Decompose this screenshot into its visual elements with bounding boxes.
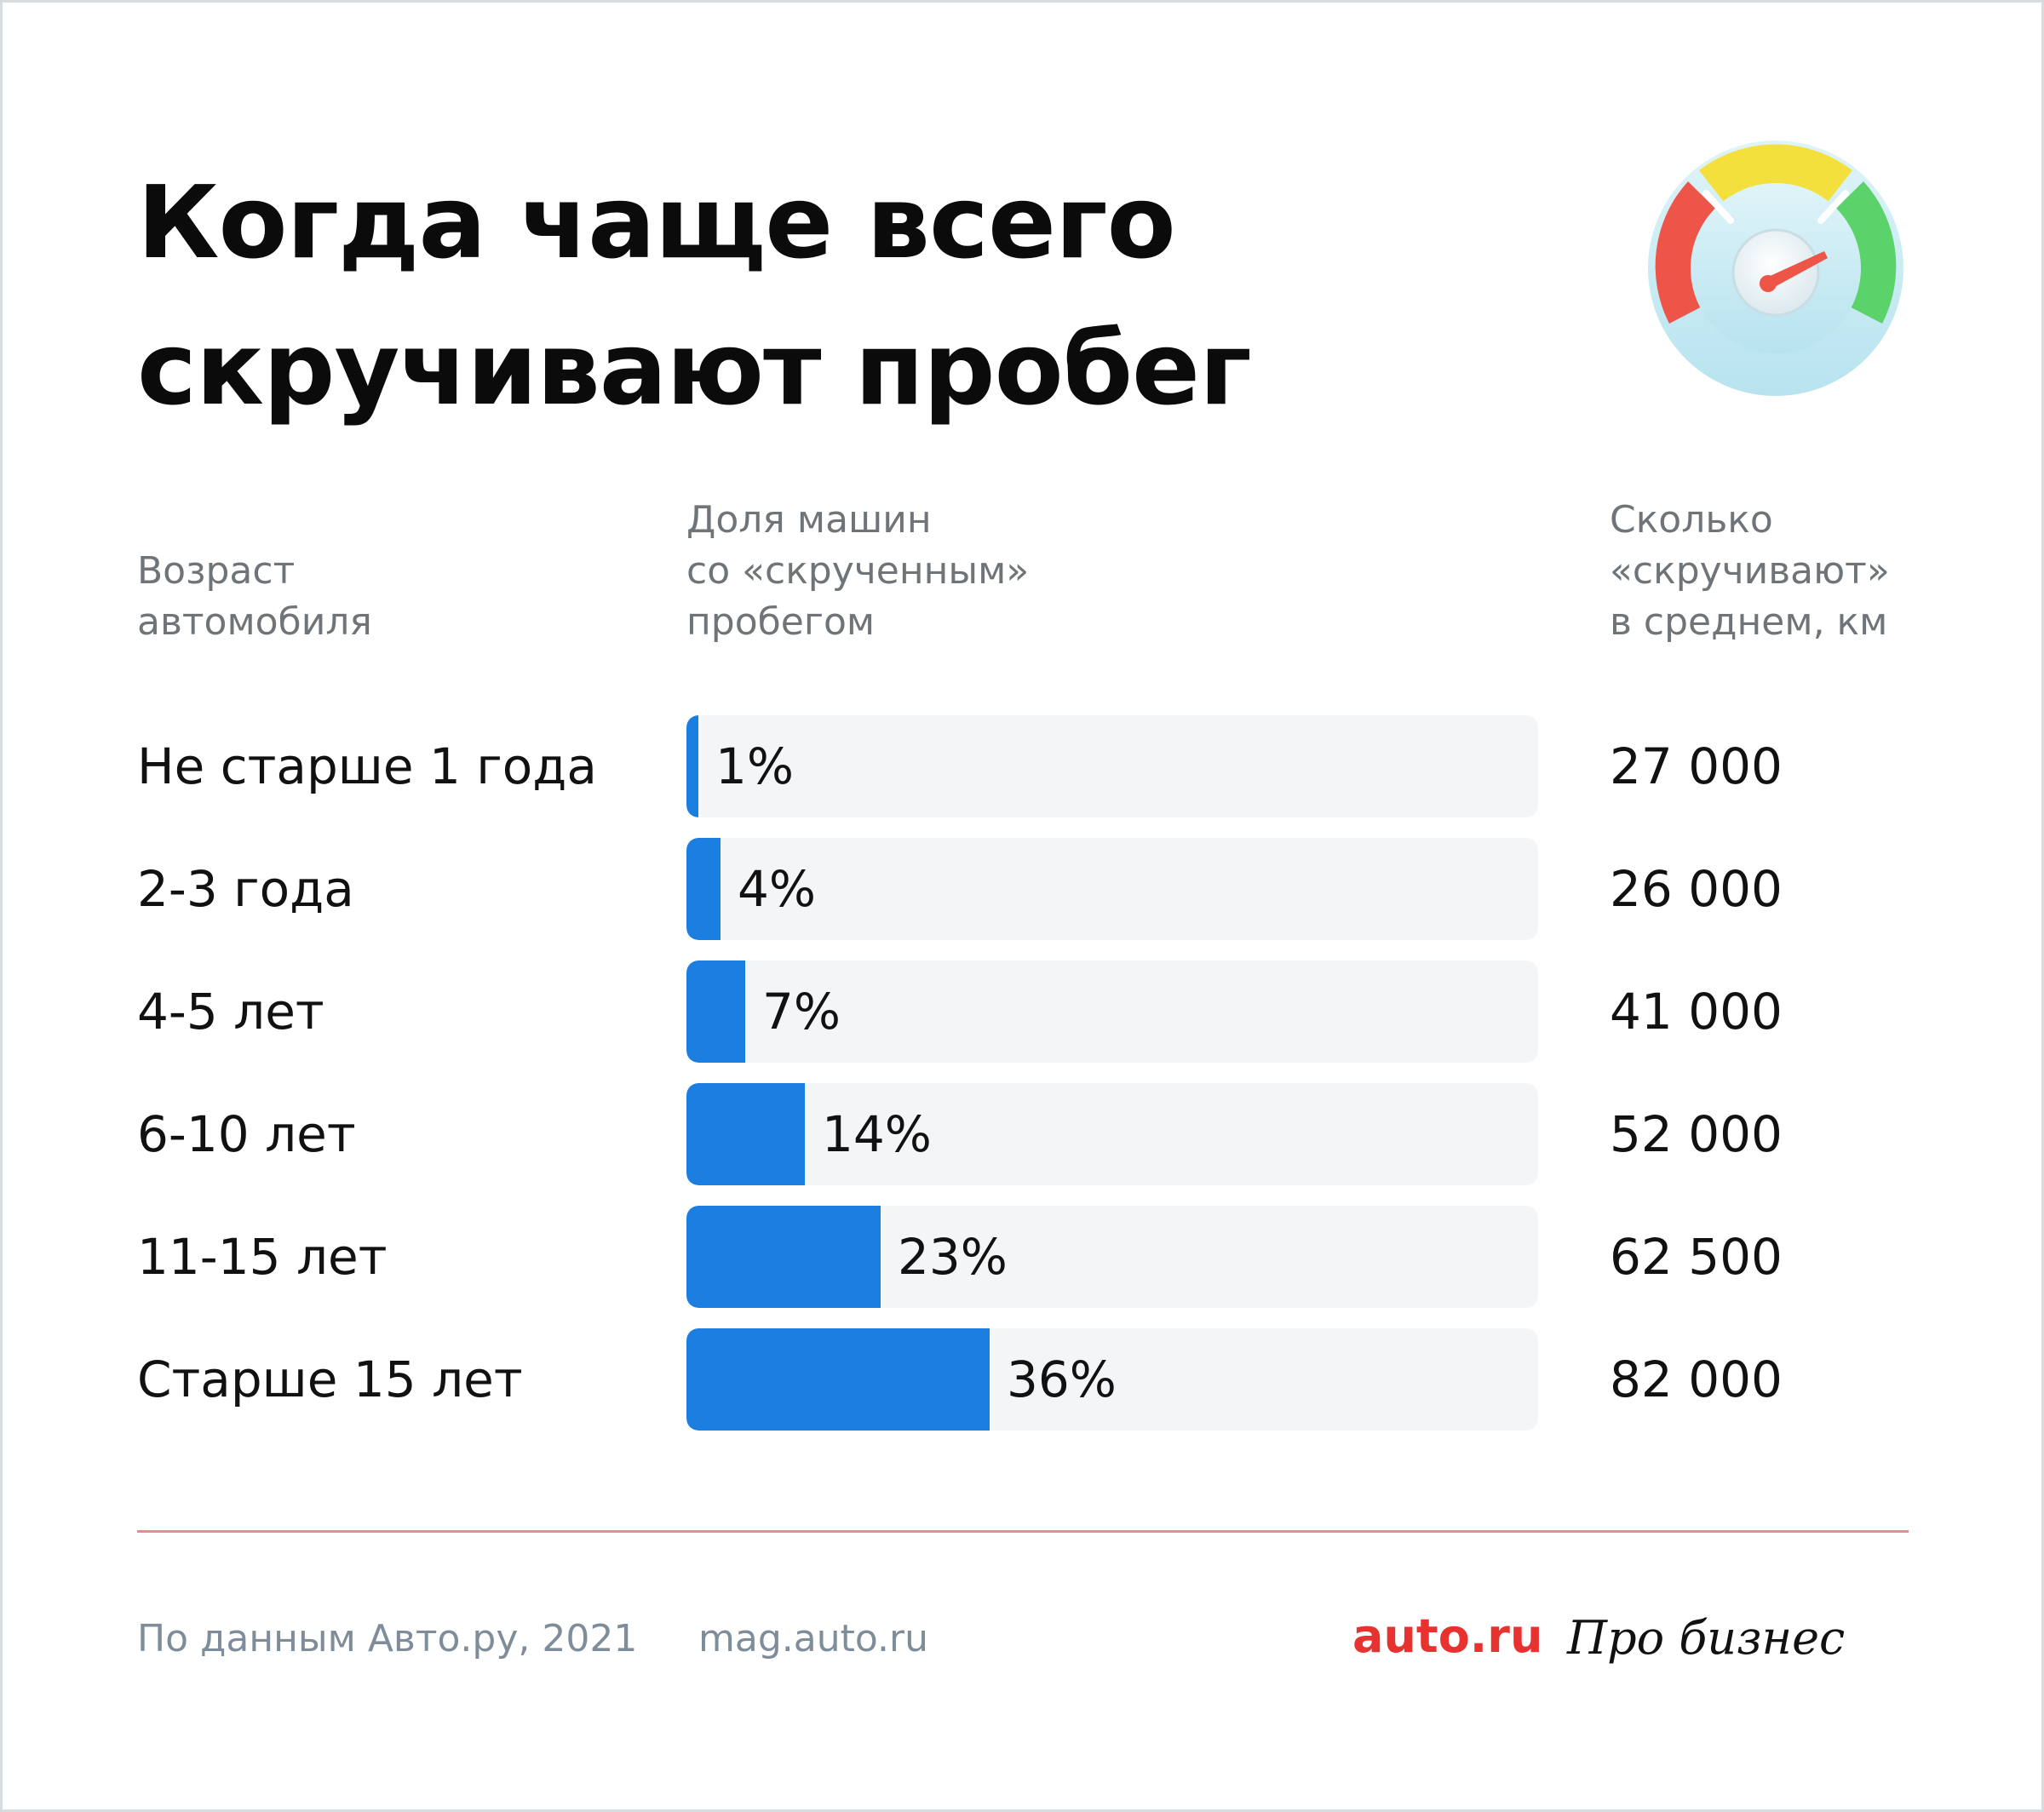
- data-label: 4%: [738, 860, 817, 918]
- pro-biznes-logo: Про бизнес: [1567, 1611, 1846, 1665]
- bar-track: 23%: [686, 1206, 1538, 1308]
- data-label: 23%: [898, 1228, 1008, 1286]
- table-row: 11-15 лет 23% 62 500: [0, 1206, 2044, 1308]
- km-value: 41 000: [1610, 983, 1783, 1041]
- site-url: mag.auto.ru: [698, 1617, 928, 1660]
- data-label: 14%: [822, 1105, 932, 1163]
- category-label: Не старше 1 года: [137, 737, 597, 795]
- bar: [686, 838, 721, 940]
- category-label: Старше 15 лет: [137, 1350, 523, 1408]
- header-share-line: Доля машин: [686, 498, 932, 542]
- category-label: 6-10 лет: [137, 1105, 356, 1163]
- bar-track: 14%: [686, 1083, 1538, 1185]
- bar: [686, 1083, 805, 1185]
- data-label: 36%: [1007, 1350, 1117, 1408]
- table-row: Старше 15 лет 36% 82 000: [0, 1328, 2044, 1431]
- title-line-2: скручивают пробег: [137, 310, 1252, 427]
- category-label: 11-15 лет: [137, 1228, 388, 1286]
- km-value: 82 000: [1610, 1350, 1783, 1408]
- bar-track: 7%: [686, 960, 1538, 1063]
- header-age-line: автомобиля: [137, 600, 372, 644]
- data-label: 7%: [762, 983, 841, 1041]
- title-line-1: Когда чаще всего: [137, 163, 1176, 281]
- page-title: Когда чаще всего скручивают пробег: [137, 149, 1252, 442]
- header-km-line: в среднем, км: [1610, 600, 1888, 644]
- km-value: 62 500: [1610, 1228, 1783, 1286]
- divider: [137, 1530, 1909, 1533]
- auto-ru-logo: auto.ru: [1352, 1609, 1543, 1663]
- header-share-line: пробегом: [686, 600, 876, 644]
- table-row: 6-10 лет 14% 52 000: [0, 1083, 2044, 1185]
- km-value: 27 000: [1610, 737, 1783, 795]
- source-note: По данным Авто.ру, 2021: [137, 1617, 638, 1660]
- bar: [686, 715, 698, 817]
- bar-track: 1%: [686, 715, 1538, 817]
- bar: [686, 960, 745, 1063]
- header-age: Возраст автомобиля: [137, 546, 372, 648]
- data-label: 1%: [715, 737, 795, 795]
- speedometer-icon: [1648, 140, 1903, 396]
- header-age-line: Возраст: [137, 549, 296, 593]
- header-km: Сколько «скручивают» в среднем, км: [1610, 495, 1890, 648]
- header-share: Доля машин со «скрученным» пробегом: [686, 495, 1029, 648]
- table-row: 4-5 лет 7% 41 000: [0, 960, 2044, 1063]
- table-row: Не старше 1 года 1% 27 000: [0, 715, 2044, 817]
- bar: [686, 1206, 881, 1308]
- category-label: 2-3 года: [137, 860, 354, 918]
- category-label: 4-5 лет: [137, 983, 324, 1041]
- bar-track: 4%: [686, 838, 1538, 940]
- header-km-line: «скручивают»: [1610, 549, 1890, 593]
- header-km-line: Сколько: [1610, 498, 1773, 542]
- bar: [686, 1328, 990, 1431]
- table-row: 2-3 года 4% 26 000: [0, 838, 2044, 940]
- bar-track: 36%: [686, 1328, 1538, 1431]
- km-value: 52 000: [1610, 1105, 1783, 1163]
- km-value: 26 000: [1610, 860, 1783, 918]
- header-share-line: со «скрученным»: [686, 549, 1030, 593]
